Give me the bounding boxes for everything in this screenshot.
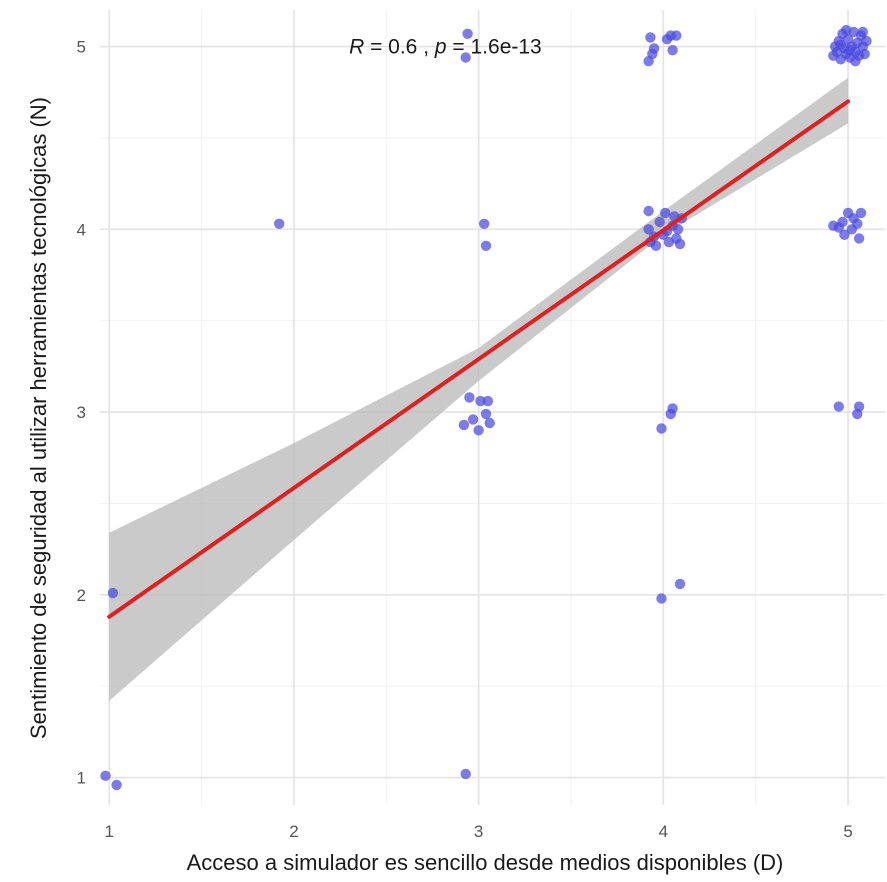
y-tick-label: 5 <box>77 38 86 57</box>
data-point <box>660 207 671 219</box>
data-point <box>674 238 686 250</box>
data-point <box>484 417 495 429</box>
y-axis-title: Sentimiento de seguridad al utilizar her… <box>26 97 51 739</box>
data-point <box>859 48 870 60</box>
data-point <box>479 218 490 229</box>
data-point <box>460 52 471 63</box>
x-tick-label: 2 <box>289 822 298 841</box>
data-point <box>464 392 475 403</box>
data-point <box>480 408 492 420</box>
data-point <box>480 240 492 251</box>
p-symbol: p <box>434 36 447 59</box>
fit-line-layer <box>107 99 851 619</box>
data-point <box>107 587 119 599</box>
y-tick-label: 3 <box>77 403 86 422</box>
data-point <box>458 419 470 431</box>
data-point <box>656 423 667 434</box>
data-point <box>844 45 856 56</box>
data-point <box>648 43 660 54</box>
data-point <box>654 216 665 228</box>
x-tick-label: 1 <box>105 822 114 841</box>
data-point <box>853 401 865 412</box>
x-axis-title: Acceso a simulador es sencillo desde med… <box>187 850 784 875</box>
data-point <box>467 414 479 425</box>
x-axis-ticks: 1 2 3 4 5 <box>105 822 853 841</box>
y-tick-label: 1 <box>77 769 86 788</box>
data-point <box>855 207 867 219</box>
data-point <box>671 30 682 41</box>
x-tick-label: 4 <box>659 822 668 841</box>
data-point <box>833 401 844 412</box>
r-symbol: R <box>349 36 364 59</box>
x-tick-label: 3 <box>474 822 483 841</box>
y-tick-label: 2 <box>77 586 86 605</box>
data-point <box>650 240 662 251</box>
data-point <box>462 28 473 39</box>
data-point <box>850 56 861 67</box>
data-point <box>853 233 865 244</box>
data-point <box>672 224 684 235</box>
grid <box>100 10 885 805</box>
data-point <box>839 229 850 240</box>
x-tick-label: 5 <box>843 822 852 841</box>
regression-line <box>107 99 851 619</box>
data-point <box>475 395 486 407</box>
data-point <box>667 403 678 414</box>
data-point <box>861 35 872 47</box>
correlation-annotation: R = 0.6 , p = 1.6e-13 <box>349 36 542 59</box>
data-point <box>643 224 654 235</box>
data-point <box>674 578 686 590</box>
data-point <box>643 205 654 217</box>
p-value: = 1.6e-13 <box>447 36 542 59</box>
data-point <box>645 32 656 43</box>
y-tick-label: 4 <box>77 220 86 239</box>
data-point <box>837 216 848 228</box>
data-point <box>656 593 667 604</box>
data-point <box>667 45 678 56</box>
data-points-layer <box>100 24 872 791</box>
data-point <box>857 26 868 38</box>
y-axis-ticks: 1 2 3 4 5 <box>77 38 86 788</box>
data-point <box>841 24 852 36</box>
data-point <box>100 770 111 781</box>
data-point <box>111 779 122 791</box>
data-point <box>274 218 285 229</box>
r-value: = 0.6 , <box>364 36 435 59</box>
data-point <box>460 768 471 780</box>
data-point <box>852 218 863 229</box>
data-point <box>473 425 484 436</box>
data-point <box>835 39 846 50</box>
data-point <box>482 395 494 407</box>
